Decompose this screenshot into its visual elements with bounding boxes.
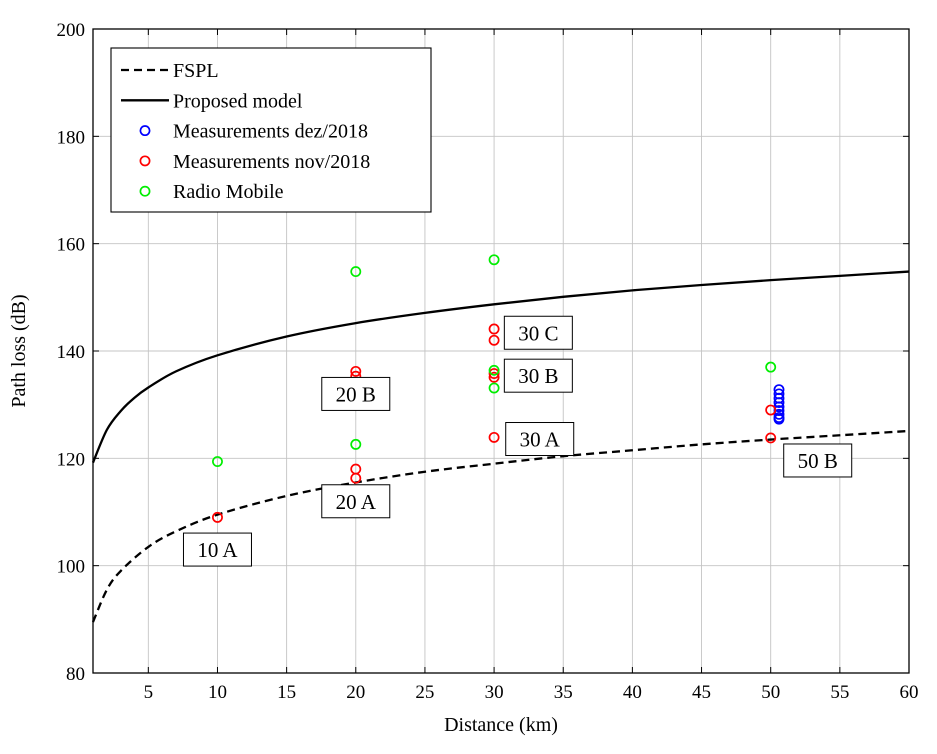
- legend-label: Radio Mobile: [173, 181, 284, 203]
- series-2-point: [773, 408, 785, 420]
- annotation-box: [505, 422, 575, 457]
- legend-swatch: [139, 125, 151, 137]
- fspl-curve: [91, 429, 910, 623]
- series-4-point: [488, 364, 500, 376]
- x-axis-title: Distance (km): [444, 714, 558, 736]
- series-3-point: [350, 365, 362, 377]
- annotation-box: [503, 358, 573, 393]
- annotation-label: 10 A: [197, 538, 238, 562]
- legend-label: Proposed model: [173, 90, 303, 112]
- series-3-point: [350, 472, 362, 484]
- annotation-label: 50 B: [798, 449, 838, 473]
- x-tick-label: 60: [900, 682, 919, 703]
- series-4-point: [212, 456, 223, 468]
- markers: [212, 254, 785, 523]
- y-tick-label: 180: [57, 127, 86, 148]
- legend-label: Measurements dez/2018: [173, 121, 368, 143]
- annotation-box: [182, 532, 252, 567]
- legend-swatch: [139, 185, 151, 197]
- x-tick-label: 10: [208, 682, 227, 703]
- series-3-point: [488, 323, 500, 335]
- series-3-point: [488, 431, 500, 443]
- legend-swatch: [139, 155, 151, 167]
- legend-box: [110, 47, 432, 213]
- y-axis-title: Path loss (dB): [8, 294, 30, 407]
- curves: [91, 270, 910, 623]
- y-tick-label: 200: [57, 20, 86, 41]
- x-tick-label: 35: [554, 682, 573, 703]
- annotation-box: [783, 443, 853, 478]
- annotation-label: 20 A: [336, 490, 377, 514]
- series-3-point: [765, 404, 777, 416]
- axis-ticks: 5 10 15 20 25 30 35 40 45 50 55 60 80 100 120 140 160 180…: [57, 20, 919, 703]
- x-tick-label: 25: [415, 682, 434, 703]
- annotation-box: [503, 315, 573, 350]
- y-tick-label: 120: [57, 449, 86, 470]
- annotation-label: 20 B: [336, 382, 376, 406]
- annotation-box: [321, 484, 391, 519]
- x-tick-label: 40: [623, 682, 642, 703]
- annotation-label: 30 B: [518, 364, 558, 388]
- series-4-point: [350, 266, 362, 278]
- y-tick-label: 80: [66, 664, 85, 685]
- series-2-point: [773, 397, 785, 408]
- legend-label: FSPL: [173, 60, 219, 82]
- series-3-point: [488, 334, 500, 346]
- series-4-point: [765, 361, 777, 373]
- x-tick-label: 30: [485, 682, 504, 703]
- x-tick-label: 50: [761, 682, 780, 703]
- series-3-point: [488, 368, 500, 379]
- series-4-point: [350, 438, 362, 450]
- series-3-point: [765, 432, 777, 444]
- legend-label: Measurements nov/2018: [173, 151, 370, 173]
- series-4-point: [488, 254, 500, 266]
- series-2-point: [773, 413, 785, 425]
- annotations: 10 A 20 A 20 B 30 A 30 B 30 C 50 B: [182, 315, 853, 567]
- x-tick-label: 55: [830, 682, 849, 703]
- x-tick-label: 20: [346, 682, 365, 703]
- y-tick-label: 140: [57, 342, 86, 363]
- annotation-box: [321, 376, 391, 411]
- series-3-point: [488, 371, 500, 383]
- y-tick-label: 160: [57, 235, 86, 256]
- series-3-point: [212, 511, 223, 523]
- legend: FSPL Proposed model Measurements dez/2018 M…: [110, 47, 432, 213]
- annotation-label: 30 C: [518, 321, 558, 345]
- series-4-point: [488, 382, 500, 394]
- x-tick-label: 45: [692, 682, 711, 703]
- x-tick-label: 15: [277, 682, 296, 703]
- proposed-model-curve: [91, 270, 910, 464]
- x-tick-label: 5: [144, 682, 154, 703]
- y-tick-label: 100: [57, 557, 86, 578]
- annotation-label: 30 A: [520, 428, 561, 452]
